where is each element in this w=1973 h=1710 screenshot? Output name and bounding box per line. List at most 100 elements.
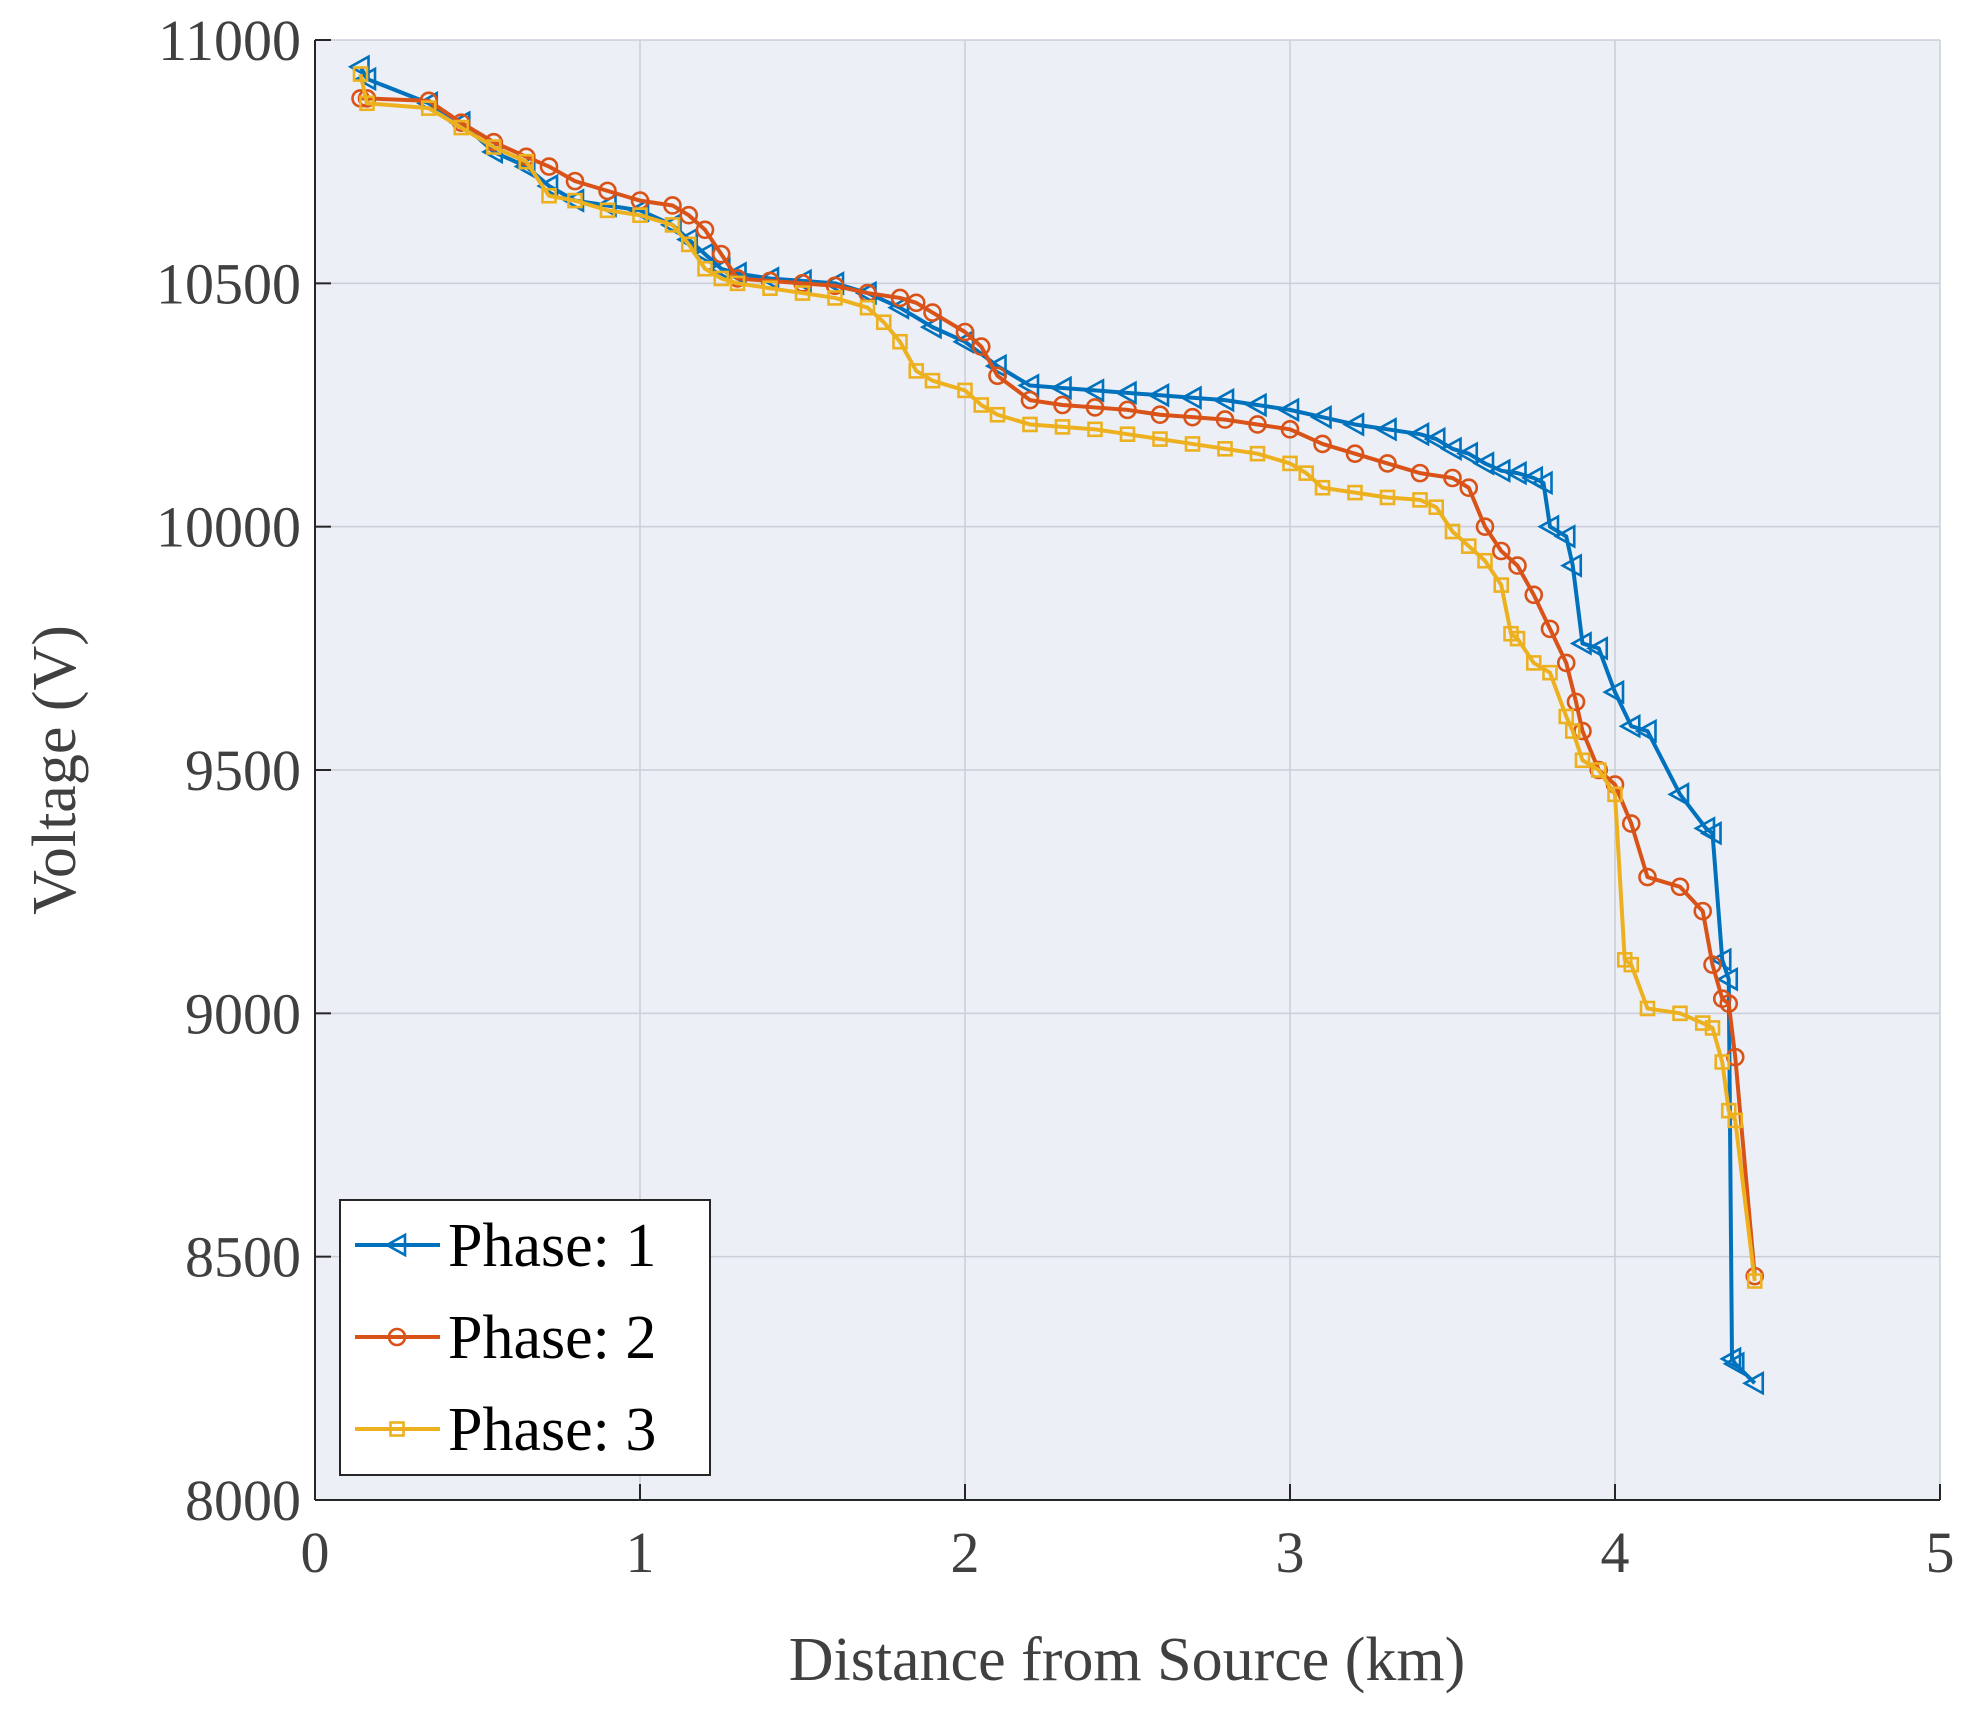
data-point	[1087, 421, 1103, 438]
data-point	[359, 95, 375, 112]
data-point	[1215, 410, 1235, 429]
data-point	[989, 406, 1006, 423]
data-point	[1347, 484, 1363, 501]
legend-label-phase-3: Phase: 3	[448, 1396, 656, 1464]
data-point	[1560, 553, 1583, 578]
axes	[314, 39, 1941, 1501]
x-tick-label: 1	[626, 1520, 655, 1585]
data-point	[924, 372, 941, 389]
data-point	[988, 366, 1007, 386]
data-point	[485, 139, 502, 155]
data-point	[1313, 434, 1332, 454]
legend-marker	[384, 1232, 407, 1258]
data-point	[1524, 585, 1544, 605]
data-point	[1244, 392, 1267, 418]
data-point	[1217, 440, 1233, 457]
legend-label-phase-1: Phase: 1	[448, 1212, 656, 1280]
data-point	[1477, 552, 1493, 569]
data-point	[1634, 718, 1657, 744]
data-point	[957, 382, 973, 399]
data-point	[908, 363, 925, 379]
data-point	[1590, 762, 1607, 778]
data-point	[541, 187, 557, 204]
legend-entry-phase-2: Phase: 2	[355, 1304, 656, 1372]
x-tick-label: 2	[951, 1520, 980, 1585]
data-point	[762, 280, 778, 297]
data-point	[1119, 426, 1136, 443]
data-point	[659, 212, 682, 238]
data-point	[1053, 395, 1072, 415]
legend-marker	[389, 1421, 405, 1437]
data-point	[923, 303, 942, 322]
data-point	[1569, 631, 1592, 656]
data-point	[1022, 416, 1038, 433]
data-point	[1618, 713, 1641, 739]
data-point	[906, 293, 926, 313]
data-point	[1407, 421, 1430, 447]
data-point	[1277, 397, 1300, 423]
y-tick-label: 8500	[185, 1225, 301, 1290]
data-point	[1298, 465, 1315, 481]
data-point	[1150, 405, 1170, 425]
data-point	[1602, 679, 1625, 705]
data-point	[859, 299, 876, 316]
y-tick-label: 10500	[156, 251, 301, 316]
data-point	[664, 217, 681, 233]
data-point	[347, 54, 370, 79]
data-point	[892, 333, 908, 350]
data-point	[1638, 867, 1657, 887]
data-point	[1722, 1351, 1745, 1376]
data-point	[1566, 692, 1586, 712]
data-point	[713, 270, 730, 287]
data-point	[352, 66, 369, 82]
data-point	[1212, 387, 1235, 413]
data-point	[875, 314, 892, 331]
data-point	[1542, 664, 1558, 681]
data-point	[1378, 454, 1397, 473]
data-point	[1444, 523, 1461, 540]
x-axis-label: Distance from Source (km)	[789, 1626, 1466, 1694]
data-point	[1525, 655, 1542, 671]
data-point	[1475, 517, 1495, 536]
data-point	[1443, 468, 1462, 488]
data-point	[1607, 786, 1623, 803]
data-point	[1183, 407, 1202, 427]
data-point	[1672, 1005, 1688, 1022]
data-point	[1179, 385, 1202, 410]
data-point	[1345, 444, 1365, 463]
data-series	[347, 54, 1765, 1396]
data-point	[1410, 463, 1430, 483]
tick-labels: 0 1 2 3 4 5 8000 8500 9000 9500 10000 10500 11000	[156, 8, 1955, 1585]
data-point	[827, 290, 843, 306]
data-point	[711, 244, 731, 264]
legend-marker	[387, 1327, 407, 1347]
data-point	[887, 295, 910, 320]
data-point	[680, 236, 697, 253]
data-point	[1725, 1047, 1745, 1067]
data-point	[1574, 752, 1591, 769]
data-point	[1530, 470, 1553, 496]
data-point	[1716, 967, 1739, 992]
data-point	[565, 171, 585, 191]
legend-entry-phase-1: Phase: 1	[355, 1212, 656, 1280]
y-axis-label: Voltage (V)	[21, 625, 89, 915]
data-point	[1694, 1015, 1711, 1031]
data-point	[1314, 479, 1331, 496]
data-point	[1670, 877, 1690, 897]
data-point	[539, 157, 559, 176]
y-tick-label: 9000	[185, 981, 301, 1046]
data-point	[1456, 441, 1479, 466]
data-point	[1504, 460, 1527, 486]
data-point	[1639, 1000, 1656, 1017]
series-line	[358, 73, 1757, 1282]
data-point	[1379, 489, 1396, 506]
data-point	[1586, 636, 1609, 661]
data-point	[1423, 426, 1446, 452]
data-point	[1248, 415, 1267, 434]
data-point	[663, 196, 682, 215]
data-point	[357, 89, 377, 108]
data-point	[825, 276, 845, 296]
data-point	[1085, 398, 1105, 417]
y-tick-label: 11000	[158, 8, 301, 73]
